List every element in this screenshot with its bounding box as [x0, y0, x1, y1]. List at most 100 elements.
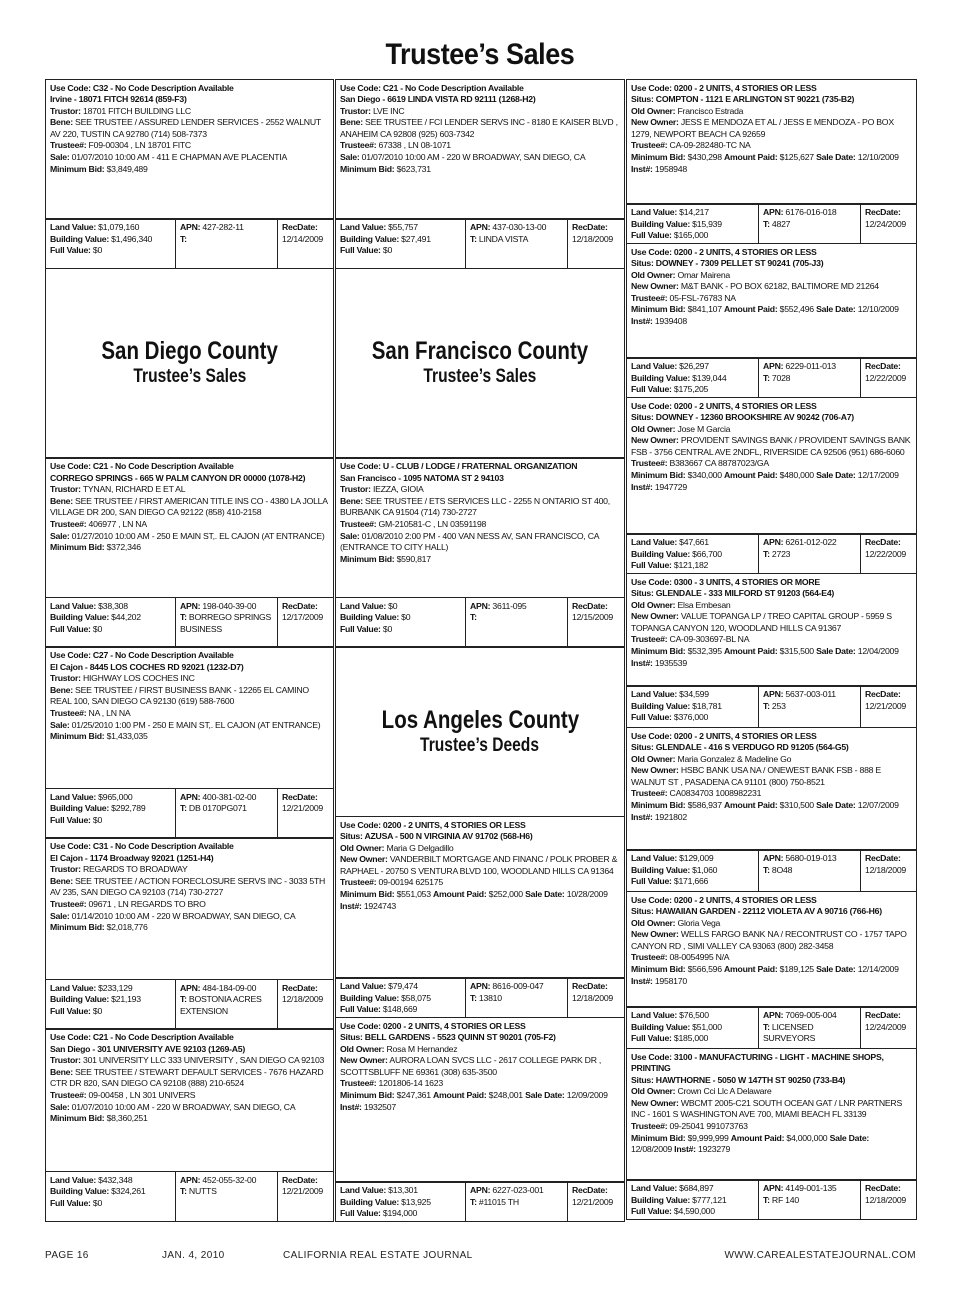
record-line: Minimum Bid: $566,596 Amount Paid: $189,… [631, 964, 912, 987]
record-details: Use Code: 0200 - 2 UNITS, 4 STORIES OR L… [626, 78, 917, 205]
field-label: Old Owner: [631, 753, 676, 764]
field-label: Inst#: [631, 163, 653, 174]
field-value: 8616-009-047 [490, 981, 544, 991]
record-line: Bene: SEE TRUSTEE / FCI LENDER SERVS INC… [340, 117, 620, 140]
field-label: Use Code: 0200 - 2 UNITS, 4 STORIES OR L… [631, 894, 817, 905]
full-value: Full Value: $0 [50, 815, 171, 827]
column-3: Use Code: 0200 - 2 UNITS, 4 STORIES OR L… [626, 78, 917, 1220]
record-line: New Owner: WBCMT 2005-C21 SOUTH OCEAN GA… [631, 1098, 912, 1121]
field-value: SEE TRUSTEE / ETS SERVICES LLC - 2255 N … [340, 495, 610, 518]
land-value: Land Value: $34,599 [631, 689, 754, 701]
field-value: $684,897 [677, 1183, 714, 1193]
record-line: Use Code: 0200 - 2 UNITS, 4 STORIES OR L… [631, 731, 912, 743]
field-label: APN: [180, 222, 201, 232]
field-value: $0 [380, 623, 393, 634]
values-cell: Land Value: $432,348 Building Value: $324… [46, 1171, 176, 1221]
field-value: 1947729 [652, 481, 687, 492]
field-value: $13,301 [386, 1185, 418, 1195]
record-line: Trustee#: 09-00194 625175 [340, 877, 620, 889]
apn-cell: APN: 427-282-11 T: [176, 219, 278, 268]
recdate-value: 12/22/2009 [865, 548, 906, 559]
full-value: Full Value: $165,000 [631, 230, 754, 242]
field-label: Trustee#: [50, 898, 87, 909]
full-value: Full Value: $0 [50, 1006, 171, 1018]
field-label: T: [470, 1196, 477, 1207]
full-value: Full Value: $0 [340, 245, 461, 257]
tract: T: NUTTS [180, 1186, 273, 1198]
field-value: $2,018,776 [104, 922, 148, 933]
field-value: 01/07/2010 10:00 AM - 411 E CHAPMAN AVE … [69, 152, 288, 163]
building-value: Building Value: $139,044 [631, 373, 754, 385]
footer-website[interactable]: WWW.CAREALESTATEJOURNAL.COM [724, 1250, 916, 1261]
recdate-cell: RecDate: 12/18/2009 [861, 1180, 916, 1219]
land-value: Land Value: $233,129 [50, 983, 171, 995]
apn-cell: APN: 4149-001-135 T: RF 140 [759, 1180, 861, 1219]
field-label: Building Value: [340, 612, 399, 623]
field-value: $0 [90, 814, 103, 825]
field-label: El Cajon - 8445 LOS COCHES RD 92021 (123… [50, 661, 244, 672]
field-label: T: [763, 864, 770, 875]
field-label: Trustee#: [50, 140, 87, 151]
field-value: $623,731 [394, 163, 432, 174]
field-label: T: [763, 1194, 770, 1205]
recdate-cell: RecDate: 12/21/2009 [278, 789, 333, 838]
field-value: $27,491 [399, 233, 431, 244]
field-label: T: [470, 992, 477, 1003]
field-label: Building Value: [50, 1186, 109, 1197]
county-banner: San Francisco County Trustee’s Sales [335, 267, 625, 459]
field-value: $0 [399, 612, 411, 623]
field-value: Elsa Embesan [675, 599, 731, 610]
field-label: Sale Date: [816, 800, 856, 811]
field-label: Trustor: [50, 673, 81, 684]
field-label: Bene: [340, 117, 363, 128]
recdate-value: 12/18/2009 [282, 994, 323, 1005]
field-label: New Owner: [340, 854, 388, 865]
recdate-cell: RecDate: 12/24/2009 [861, 1007, 916, 1048]
field-value: $21,193 [109, 994, 141, 1005]
full-value: Full Value: $175,205 [631, 384, 754, 396]
record-line: Sale: 01/07/2010 10:00 AM - 220 W BROADW… [50, 1102, 329, 1114]
field-value: $432,348 [96, 1174, 133, 1185]
record-line: Sale: 01/08/2010 2:00 PM - 400 VAN NESS … [340, 531, 620, 554]
record-line: Minimum Bid: $340,000 Amount Paid: $480,… [631, 470, 912, 493]
record-line: Use Code: 3100 - MANUFACTURING - LIGHT -… [631, 1052, 912, 1075]
land-value: Land Value: $26,297 [631, 361, 754, 373]
record-line: Bene: SEE TRUSTEE / FIRST AMERICAN TITLE… [50, 496, 329, 519]
field-label: Building Value: [50, 612, 109, 623]
field-value: NUTTS [186, 1186, 217, 1197]
field-value: Gloria Vega [675, 917, 721, 928]
field-label: Building Value: [50, 803, 109, 814]
record-details: Use Code: C21 - No Code Description Avai… [335, 78, 625, 220]
field-value: CA-09-303697-BL NA [667, 634, 750, 645]
tract: T: BOSTONIA ACRES EXTENSION [180, 994, 273, 1017]
field-label: APN: [763, 853, 784, 863]
field-value: 01/07/2010 10:00 AM - 220 W BROADWAY, SA… [69, 1101, 296, 1112]
field-value: 406977 , LN NA [86, 518, 148, 529]
banner-title: San Diego County [101, 337, 278, 365]
field-value: $58,075 [399, 992, 431, 1003]
recdate-cell: RecDate: 12/18/2009 [568, 978, 624, 1017]
field-value: $566,596 [685, 964, 723, 975]
field-value: SEE TRUSTEE / ACTION FORECLOSURE SERVS I… [50, 875, 326, 898]
field-label: Situs: HAWAIIAN GARDEN - 22112 VIOLETA A… [631, 906, 882, 917]
field-label: Full Value: [340, 1208, 381, 1219]
field-label: Sale: [340, 530, 360, 541]
record-line: Minimum Bid: $8,360,251 [50, 1113, 329, 1125]
field-label: Building Value: [631, 1194, 690, 1205]
field-value: AURORA LOAN SVCS LLC - 2617 COLLEGE PARK… [340, 1055, 602, 1077]
field-label: Building Value: [340, 233, 399, 244]
field-value: $292,789 [109, 803, 146, 814]
record-line: Bene: SEE TRUSTEE / ETS SERVICES LLC - 2… [340, 496, 620, 519]
field-label: Minimum Bid: [631, 964, 686, 975]
full-value: Full Value: $171,666 [631, 876, 754, 888]
apn-cell: APN: 484-184-09-00 T: BOSTONIA ACRES EXTE… [176, 979, 278, 1029]
field-value: 12/10/2009 [855, 152, 899, 163]
field-label: Minimum Bid: [631, 470, 686, 481]
recdate-cell: RecDate: 12/22/2009 [861, 534, 916, 573]
record-line: Sale: 01/14/2010 10:00 AM - 220 W BROADW… [50, 911, 329, 923]
field-label: Land Value: [340, 600, 387, 611]
field-value: $552,496 [777, 304, 815, 315]
field-value: $189,125 [777, 964, 815, 975]
field-value: 1958170 [652, 975, 687, 986]
field-value: $26,297 [677, 361, 709, 371]
